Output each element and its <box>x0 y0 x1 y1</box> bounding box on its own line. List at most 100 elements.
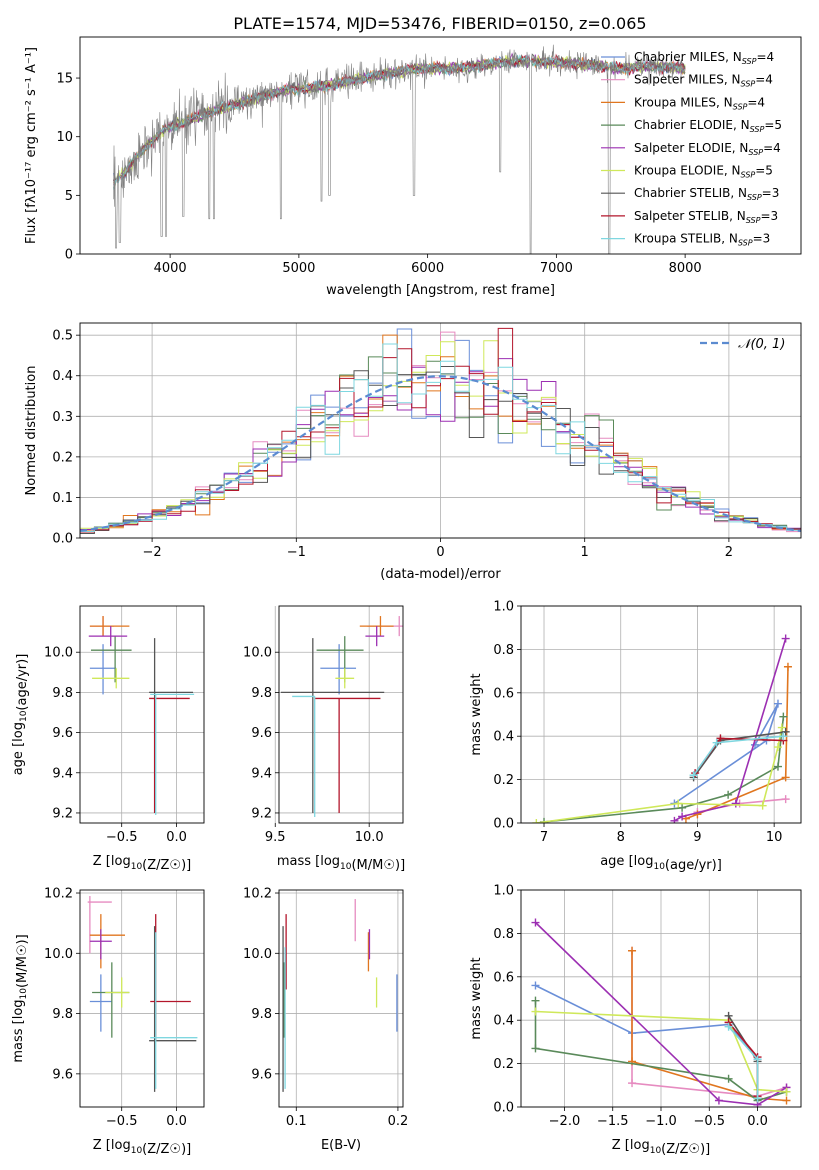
log-text: log <box>111 854 131 869</box>
point-marker <box>531 996 540 1005</box>
y-tick-label: 9.6 <box>52 726 73 741</box>
y-tick-label: 9.6 <box>251 1067 272 1082</box>
log-subscript: 10 <box>131 1146 143 1156</box>
text-part: (age/yr)] <box>15 654 30 711</box>
legend-label: Kroupa STELIB, NSSP=3 <box>634 232 770 248</box>
y-tick-label: 9.4 <box>52 766 73 781</box>
plot-area <box>87 896 198 1092</box>
y-tick-label: 0.2 <box>52 450 73 465</box>
plot-area <box>531 918 791 1107</box>
point-marker <box>781 634 790 643</box>
point-marker <box>724 1022 733 1031</box>
y-tick-label: 10.2 <box>44 887 73 902</box>
log-subscript: 10 <box>653 862 665 872</box>
y-axis-title: mass weight <box>469 673 484 755</box>
x-tick-label: −0.5 <box>106 1114 138 1129</box>
x-tick-label: 9.5 <box>265 830 286 845</box>
text-part: (age/yr)] <box>665 858 722 873</box>
x-tick-label: 0.0 <box>166 830 187 845</box>
log-subscript: 10 <box>650 1146 662 1156</box>
plot-area <box>282 899 398 1092</box>
log-subscript: 10 <box>19 710 29 722</box>
y-tick-label: 0.8 <box>493 927 514 942</box>
point-marker <box>724 1074 733 1083</box>
y-tick-label: 0.6 <box>493 686 514 701</box>
mass-weight-line <box>534 921 787 1106</box>
y-axis-title: age [log10(age/yr)] <box>11 654 30 776</box>
age-vs-Z-panel: −0.5 0.09.29.49.69.810.0Z [log10(Z/Z☉)]ag… <box>11 605 205 873</box>
x-axis-title: (data-model)/error <box>380 567 501 582</box>
point-marker <box>781 795 790 804</box>
text-part: Z [ <box>93 854 111 869</box>
x-axis-title: age [log10(age/yr)] <box>600 854 722 873</box>
y-axis-title: mass weight <box>469 957 484 1039</box>
log-text: log <box>320 854 340 869</box>
y-tick-label: 9.8 <box>251 1007 272 1022</box>
y-tick-label: 0.3 <box>52 410 73 425</box>
plot-area <box>113 44 686 254</box>
legend-label: Chabrier STELIB, NSSP=3 <box>634 186 779 202</box>
observed-spectrum-line <box>113 44 686 254</box>
legend-label: Kroupa MILES, NSSP=4 <box>634 95 765 111</box>
y-tick-label: 0.2 <box>493 773 514 788</box>
x-axis-title: Z [log10(Z/Z☉)] <box>93 854 191 873</box>
point-marker <box>689 771 698 780</box>
residuals-panel: −2 −1 0 1 2 0.0 0.1 0.2 0.3 0.4 0.5 𝒩(0, 1) (data-mo… <box>24 322 802 582</box>
legend-label-tail: =4 <box>763 141 781 155</box>
legend-label-base: Kroupa MILES, N <box>634 95 733 109</box>
legend-label-sub: SSP <box>748 148 763 157</box>
legend-label-base: Salpeter ELODIE, N <box>634 141 748 155</box>
y-tick-label: 1.0 <box>493 600 514 615</box>
plot-area <box>532 634 792 823</box>
point-marker <box>531 1044 540 1053</box>
text-part: mass weight <box>469 957 484 1039</box>
x-tick-label: 6000 <box>411 261 444 276</box>
legend-label-tail: =4 <box>756 50 774 64</box>
legend-label-tail: =3 <box>760 209 778 223</box>
point-marker <box>777 723 786 732</box>
y-tick-label: 0 <box>65 248 73 263</box>
x-axis-title: E(B-V) <box>321 1138 361 1153</box>
point-marker <box>678 803 687 812</box>
axes-frame <box>79 322 802 539</box>
y-tick-label: 9.6 <box>52 1067 73 1082</box>
y-tick-label: 0.4 <box>493 1014 514 1029</box>
log-text: log <box>634 854 654 869</box>
x-tick-label: −2.0 <box>549 1114 581 1129</box>
text-part: mass [ <box>11 1019 26 1062</box>
plot-area <box>88 616 195 815</box>
legend-label: Chabrier MILES, NSSP=4 <box>634 50 774 66</box>
legend-label-base: Kroupa ELODIE, N <box>634 164 741 178</box>
text-part: age [ <box>11 742 26 775</box>
axes-frame <box>520 605 802 824</box>
legend-label-sub: SSP <box>746 216 761 225</box>
legend-label-base: Salpeter STELIB, N <box>634 209 746 223</box>
point-marker <box>531 1007 540 1016</box>
y-tick-label: 9.8 <box>52 1007 73 1022</box>
y-tick-label: 0.6 <box>493 970 514 985</box>
mass-vs-EBV-panel: 0.1 0.2 9.6 9.8 10.0 10.2 E(B-V) <box>243 887 408 1153</box>
text-part: (M/M☉)] <box>15 934 30 988</box>
x-tick-label: 1 <box>581 545 589 560</box>
point-marker <box>670 816 679 823</box>
x-tick-label: 0.0 <box>747 1114 768 1129</box>
point-marker <box>773 743 782 752</box>
point-marker <box>693 810 702 819</box>
x-tick-label: −2 <box>143 545 162 560</box>
x-tick-label: 4000 <box>154 261 187 276</box>
point-marker <box>532 819 541 823</box>
x-tick-label: 5000 <box>282 261 315 276</box>
legend-label-tail: =3 <box>762 186 780 200</box>
x-tick-label: 0.0 <box>166 1114 187 1129</box>
x-tick-label: 10.0 <box>355 830 384 845</box>
point-marker <box>678 812 687 821</box>
x-tick-label: −1.0 <box>645 1114 677 1129</box>
text-part: (Z/Z☉)] <box>142 1142 191 1157</box>
x-axis-title: wavelength [Angstrom, rest frame] <box>326 283 555 298</box>
x-tick-label: 0 <box>436 545 444 560</box>
point-marker <box>724 790 733 799</box>
mass-weight-line <box>535 1010 787 1093</box>
point-marker <box>716 734 725 743</box>
text-part: (Z/Z☉)] <box>142 858 191 873</box>
point-marker <box>781 727 790 736</box>
